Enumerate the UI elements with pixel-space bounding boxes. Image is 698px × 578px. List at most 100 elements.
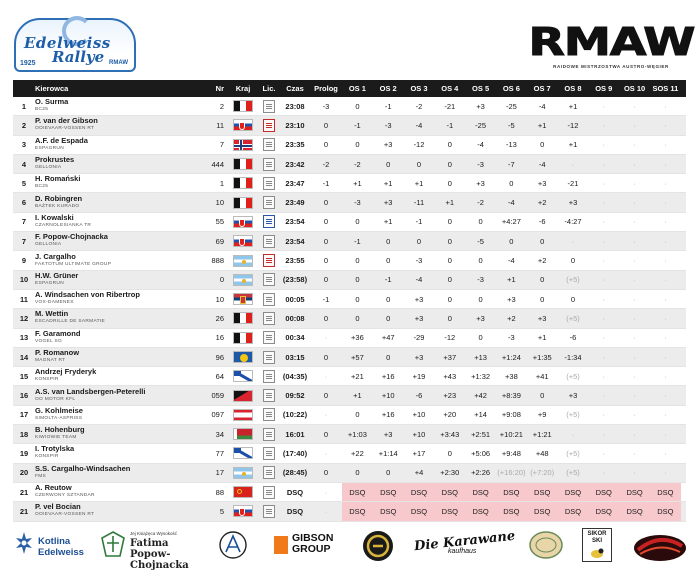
row-stage-3: DSQ (403, 502, 435, 521)
row-stage-9: · (602, 275, 606, 285)
row-driver: A. Windsachen von Ribertrop VOX-DAMENES (35, 291, 201, 307)
row-country (228, 466, 258, 479)
driver-name: H.W. Grüner (35, 271, 79, 280)
licence-grey-icon (263, 196, 275, 210)
row-country (228, 389, 258, 402)
licence-grey-icon (263, 427, 275, 441)
col-os9: OS 9 (595, 84, 613, 93)
row-stage-11: · (664, 140, 667, 150)
row-stage-1: 0 (355, 140, 360, 150)
licence-red-icon (263, 254, 275, 268)
row-prolog: 0 (323, 198, 329, 208)
row-stage-9: · (602, 236, 606, 246)
row-stage-11: · (664, 448, 667, 458)
row-stage-2: 0 (386, 313, 391, 323)
row-stage-2: 0 (386, 468, 391, 478)
row-stage-5: +14 (474, 410, 487, 420)
flag-no-icon (233, 138, 253, 151)
row-stage-3: -3 (415, 256, 423, 266)
row-stage-10: · (633, 198, 636, 208)
row-time: 23:47 (285, 178, 305, 188)
row-prolog: · (324, 506, 328, 516)
driver-team: OOIEVAAR-VOSSEN RT (35, 512, 95, 518)
row-stage-11: · (664, 159, 667, 169)
row-stage-6: -7 (508, 159, 515, 169)
licence-grey-icon (263, 350, 275, 364)
driver-name: I. Trotylska (35, 445, 75, 454)
row-number: 77 (215, 448, 224, 458)
flag-fr-icon (233, 196, 253, 209)
row-stage-1: 0 (355, 313, 360, 323)
row-licence (258, 215, 280, 229)
row-licence (258, 118, 280, 132)
driver-name: A.S. van Landsbergen-Peterelli (35, 387, 146, 396)
licence-grey-icon (263, 446, 275, 460)
row-stage-9: · (602, 120, 606, 130)
flag-fr-icon (233, 331, 253, 344)
row-stage-8: -21 (567, 178, 579, 188)
row-stage-1: -2 (354, 159, 361, 169)
row-stage-3: -12 (413, 140, 425, 150)
row-country (228, 331, 258, 344)
row-stage-8: +3 (568, 391, 578, 401)
table-row: 2 P. van der Gibson OOIEVAAR-VOSSEN RT 11 23… (13, 116, 686, 136)
row-stage-9: · (602, 429, 606, 439)
row-stage-6: -5 (508, 120, 515, 130)
row-stage-10: DSQ (619, 502, 650, 521)
row-stage-8: +1 (568, 101, 578, 111)
row-position: 18 (19, 429, 29, 439)
row-driver: I. Trotylska KONSPIR (35, 445, 201, 461)
row-stage-11: · (664, 352, 667, 362)
flag-su-icon (233, 486, 253, 499)
row-stage-2: 0 (386, 236, 391, 246)
row-stage-11: · (664, 120, 667, 130)
row-time: (10:22) (282, 410, 308, 420)
flag-it-icon (233, 312, 253, 325)
row-prolog: 0 (323, 429, 329, 439)
row-position: 15 (19, 371, 29, 381)
row-time: 23:54 (285, 217, 305, 227)
driver-team: ESPAGRUN (35, 145, 64, 151)
driver-name: J. Cargalho (35, 252, 76, 261)
row-stage-4: 0 (447, 313, 452, 323)
row-driver: B. Hohenburg KIWIOWIE TEAM (35, 426, 201, 442)
row-stage-6: +2 (507, 313, 516, 323)
row-number: 444 (211, 159, 224, 169)
row-prolog: · (324, 410, 328, 420)
row-stage-2: +1 (383, 217, 393, 227)
row-licence (258, 157, 280, 171)
row-position: 7 (21, 236, 27, 246)
row-stage-11: · (664, 294, 667, 304)
row-stage-1: +1 (353, 178, 362, 188)
row-prolog: 0 (323, 256, 329, 266)
row-time: DSQ (286, 487, 304, 497)
gibson-mark-icon (274, 536, 288, 554)
row-driver: Prokrustes GELLONIA (35, 156, 201, 172)
row-stage-4: 0 (447, 140, 452, 150)
row-stage-5: -5 (477, 236, 484, 246)
row-stage-9: · (602, 294, 606, 304)
flag-fr-icon (233, 177, 253, 190)
row-prolog: -1 (322, 294, 330, 304)
row-stage-3: -2 (415, 101, 423, 111)
row-stage-1: 0 (355, 256, 360, 266)
row-stage-6: -25 (505, 101, 517, 111)
red-swoosh-logo-icon (634, 535, 686, 561)
row-number: 11 (216, 120, 224, 130)
row-stage-1: DSQ (342, 482, 373, 502)
row-time: 00:08 (285, 313, 305, 323)
row-position: 3 (21, 140, 27, 150)
row-driver: H. Romański BC25 (35, 175, 201, 191)
row-stage-11: · (664, 256, 667, 266)
row-stage-1: 0 (355, 217, 360, 227)
rmaw-logo: RMAW RAIDOWE MISTRZOSTWA AUSTRO-WĘGIER (527, 22, 695, 72)
row-number: 059 (211, 391, 224, 401)
row-stage-8: (+5) (566, 468, 580, 478)
driver-team: FAKTOTUM ULTIMATE GROUP (35, 261, 112, 267)
row-stage-7: +2 (537, 256, 547, 266)
col-os3: OS 3 (410, 84, 428, 93)
row-stage-2: 0 (386, 294, 391, 304)
driver-name: Prokrustes (35, 156, 75, 165)
row-stage-7: -4 (538, 101, 546, 111)
licence-grey-icon (263, 157, 275, 171)
